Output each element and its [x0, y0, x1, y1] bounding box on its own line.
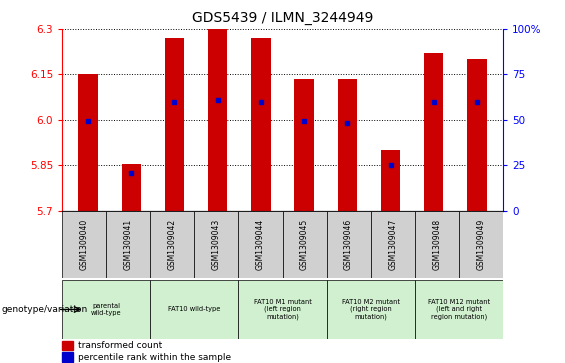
Text: GSM1309046: GSM1309046	[344, 219, 353, 270]
Text: FAT10 M12 mutant
(left and right
region mutation): FAT10 M12 mutant (left and right region …	[428, 299, 490, 320]
Bar	[459, 211, 503, 278]
Text: GSM1309049: GSM1309049	[476, 219, 485, 270]
Bar	[327, 211, 371, 278]
Text: parental
wild-type: parental wild-type	[91, 303, 121, 316]
Text: genotype/variation: genotype/variation	[1, 305, 88, 314]
Bar	[467, 59, 486, 211]
Text: FAT10 wild-type: FAT10 wild-type	[168, 306, 220, 313]
Bar	[62, 211, 106, 278]
Title: GDS5439 / ILMN_3244949: GDS5439 / ILMN_3244949	[192, 11, 373, 25]
Bar	[251, 38, 271, 211]
Bar	[62, 340, 73, 350]
Bar	[79, 74, 98, 211]
Bar	[381, 150, 400, 211]
Bar	[294, 79, 314, 211]
Bar	[150, 280, 238, 339]
Bar	[62, 352, 73, 362]
Bar	[371, 211, 415, 278]
Text: GSM1309043: GSM1309043	[212, 219, 221, 270]
Bar	[62, 280, 150, 339]
Text: GSM1309047: GSM1309047	[388, 219, 397, 270]
Bar	[415, 211, 459, 278]
Text: transformed count: transformed count	[78, 341, 162, 350]
Bar	[121, 164, 141, 211]
Text: GSM1309044: GSM1309044	[256, 219, 265, 270]
Text: GSM1309048: GSM1309048	[432, 219, 441, 270]
Text: percentile rank within the sample: percentile rank within the sample	[78, 352, 231, 362]
Bar	[424, 53, 444, 211]
Text: GSM1309041: GSM1309041	[124, 219, 133, 270]
Text: FAT10 M2 mutant
(right region
mutation): FAT10 M2 mutant (right region mutation)	[342, 299, 399, 320]
Bar	[194, 211, 238, 278]
Bar	[106, 211, 150, 278]
Bar	[327, 280, 415, 339]
Bar	[165, 38, 184, 211]
Bar	[150, 211, 194, 278]
Bar	[208, 29, 228, 211]
Bar	[238, 211, 282, 278]
Bar	[415, 280, 503, 339]
Text: GSM1309040: GSM1309040	[80, 219, 89, 270]
Bar	[282, 211, 327, 278]
Bar	[338, 79, 357, 211]
Bar	[238, 280, 327, 339]
Text: FAT10 M1 mutant
(left region
mutation): FAT10 M1 mutant (left region mutation)	[254, 299, 311, 320]
Text: GSM1309045: GSM1309045	[300, 219, 309, 270]
Text: GSM1309042: GSM1309042	[168, 219, 177, 270]
